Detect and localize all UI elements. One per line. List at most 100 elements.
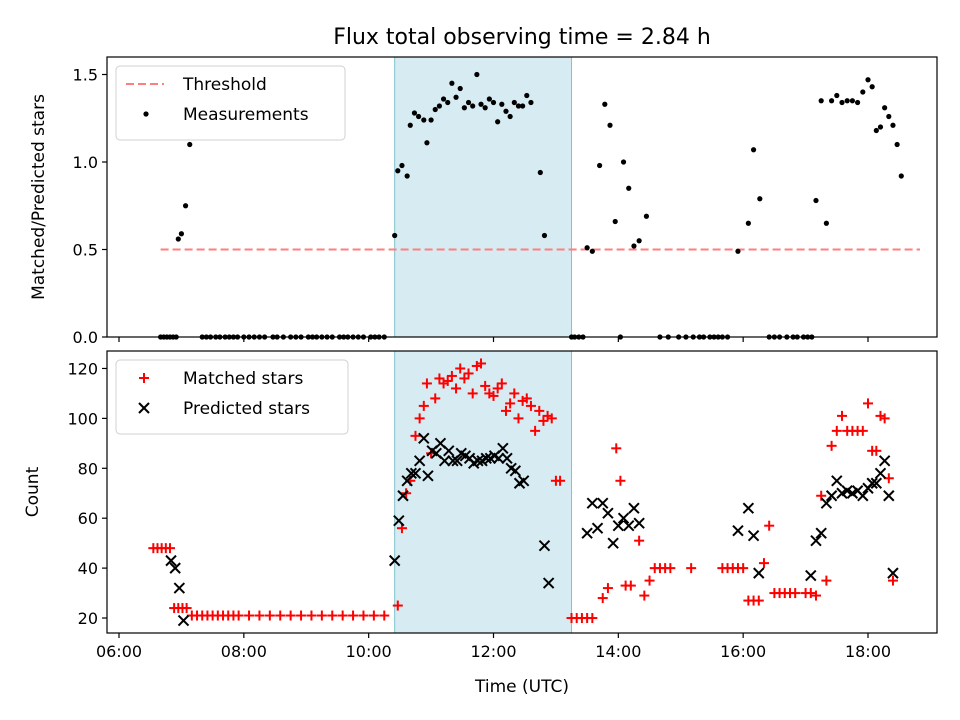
measurement-point: [890, 122, 896, 128]
predicted-star-point: [422, 470, 434, 482]
predicted-star-point: [857, 490, 869, 502]
predicted-star-point: [870, 477, 883, 489]
measurement-point: [854, 99, 861, 106]
measurement-point: [421, 117, 427, 123]
measurement-point: [589, 248, 595, 254]
measurement-point: [541, 232, 548, 239]
measurement-point: [528, 99, 534, 106]
legend-box: [115, 359, 349, 435]
measurement-point: [486, 96, 492, 102]
matched-star-point: [181, 603, 192, 614]
predicted-star-point: [418, 432, 430, 445]
measurement-point: [411, 110, 418, 116]
bottom-observing-window: [394, 350, 573, 634]
measurement-point: [626, 185, 632, 191]
measurement-point: [503, 108, 509, 114]
matched-star-point: [530, 425, 541, 436]
x-tick-label: 08:00: [221, 642, 267, 661]
top-axes: 0.0 0.5 1.0 1.5: [73, 56, 938, 347]
measurement-point: [175, 236, 181, 242]
predicted-star-point: [501, 452, 513, 465]
predicted-star-point: [866, 477, 878, 489]
predicted-star-point: [538, 539, 551, 552]
matched-star-point: [521, 393, 532, 404]
predicted-star-point: [472, 455, 484, 467]
matched-star-point: [555, 475, 566, 486]
bottom-axes: 20 40 60 80 100 120 06:00 08:00 10:00 12:00 14:00 1…: [67, 350, 938, 661]
measurement-point: [461, 105, 467, 111]
matched-star-point: [418, 400, 429, 411]
matched-star-point: [358, 610, 369, 621]
predicted-star-point: [542, 577, 555, 589]
matched-star-point: [430, 393, 441, 404]
predicted-star-point: [393, 514, 405, 527]
predicted-star-point: [633, 517, 645, 529]
measurement-point: [844, 98, 850, 104]
chart-title: Flux total observing time = 2.84 h: [333, 25, 711, 50]
y-tick-label: 20: [78, 609, 98, 628]
measurement-point: [404, 173, 410, 179]
predicted-star-point: [831, 475, 843, 487]
measurement-point: [436, 103, 443, 109]
matched-star-point: [505, 398, 516, 409]
measurement-point: [834, 92, 840, 99]
measurement-point: [178, 231, 185, 237]
matched-star-point: [496, 378, 507, 389]
top-y-axis-label: Matched/Predicted stars: [29, 94, 49, 300]
predicted-star-point: [591, 522, 604, 534]
measurement-point: [187, 141, 193, 148]
predicted-star-point: [815, 527, 827, 539]
matched-star-point: [602, 583, 613, 594]
x-tick-label: 12:00: [470, 642, 516, 661]
matched-star-point: [826, 440, 837, 451]
matched-star-point: [821, 575, 832, 586]
measurement-point: [873, 127, 879, 134]
predicted-star-point: [617, 512, 630, 524]
measurement-point: [395, 168, 401, 174]
bottom-y-axis-label: Count: [23, 466, 43, 517]
predicted-star-point: [874, 467, 887, 479]
measurement-point: [849, 98, 855, 104]
predicted-star-point: [169, 562, 181, 574]
matched-star-point: [879, 413, 890, 424]
matched-star-point: [348, 610, 359, 621]
measurement-point: [597, 162, 603, 169]
matched-star-point: [392, 600, 403, 611]
measurement-point: [416, 113, 422, 120]
predicted-star-point: [825, 490, 838, 502]
matched-star-point: [863, 398, 873, 409]
predicted-star-point: [388, 554, 401, 567]
matched-star-point: [546, 413, 557, 424]
measurement-point: [735, 248, 741, 254]
measurement-point: [750, 147, 757, 153]
predicted-star-point: [887, 567, 899, 579]
predicted-star-point: [805, 569, 817, 582]
predicted-star-point: [878, 455, 891, 467]
legend-label: Predicted stars: [183, 399, 310, 419]
matched-star-point: [644, 575, 655, 586]
matched-star-point: [887, 575, 898, 586]
matched-star-point: [467, 388, 478, 399]
matched-star-point: [480, 380, 491, 391]
matched-star-point: [625, 580, 636, 591]
legend-label: Matched stars: [183, 369, 303, 389]
predicted-star-point: [883, 490, 895, 502]
predicted-star-point: [810, 534, 822, 547]
measurement-point: [490, 99, 497, 106]
matched-star-point: [509, 388, 520, 399]
predicted-star-point: [443, 445, 455, 457]
matched-star-point: [836, 410, 847, 421]
predicted-star-point: [413, 455, 426, 467]
legend-label: Measurements: [183, 105, 309, 125]
bottom-panel: 20 40 60 80 100 120 06:00 08:00 10:00 12:00 14:00 1…: [23, 350, 938, 697]
legend-label: Threshold: [182, 75, 267, 95]
predicted-star-point: [509, 465, 522, 477]
matched-star-point: [285, 610, 296, 621]
legend-matched-swatch: [139, 373, 149, 383]
predicted-star-point: [732, 524, 744, 537]
y-tick-label: 100: [67, 409, 98, 428]
measurement-point: [882, 105, 888, 111]
matched-star-point: [810, 590, 821, 601]
measurement-point: [894, 141, 900, 148]
matched-star-point: [368, 610, 379, 621]
